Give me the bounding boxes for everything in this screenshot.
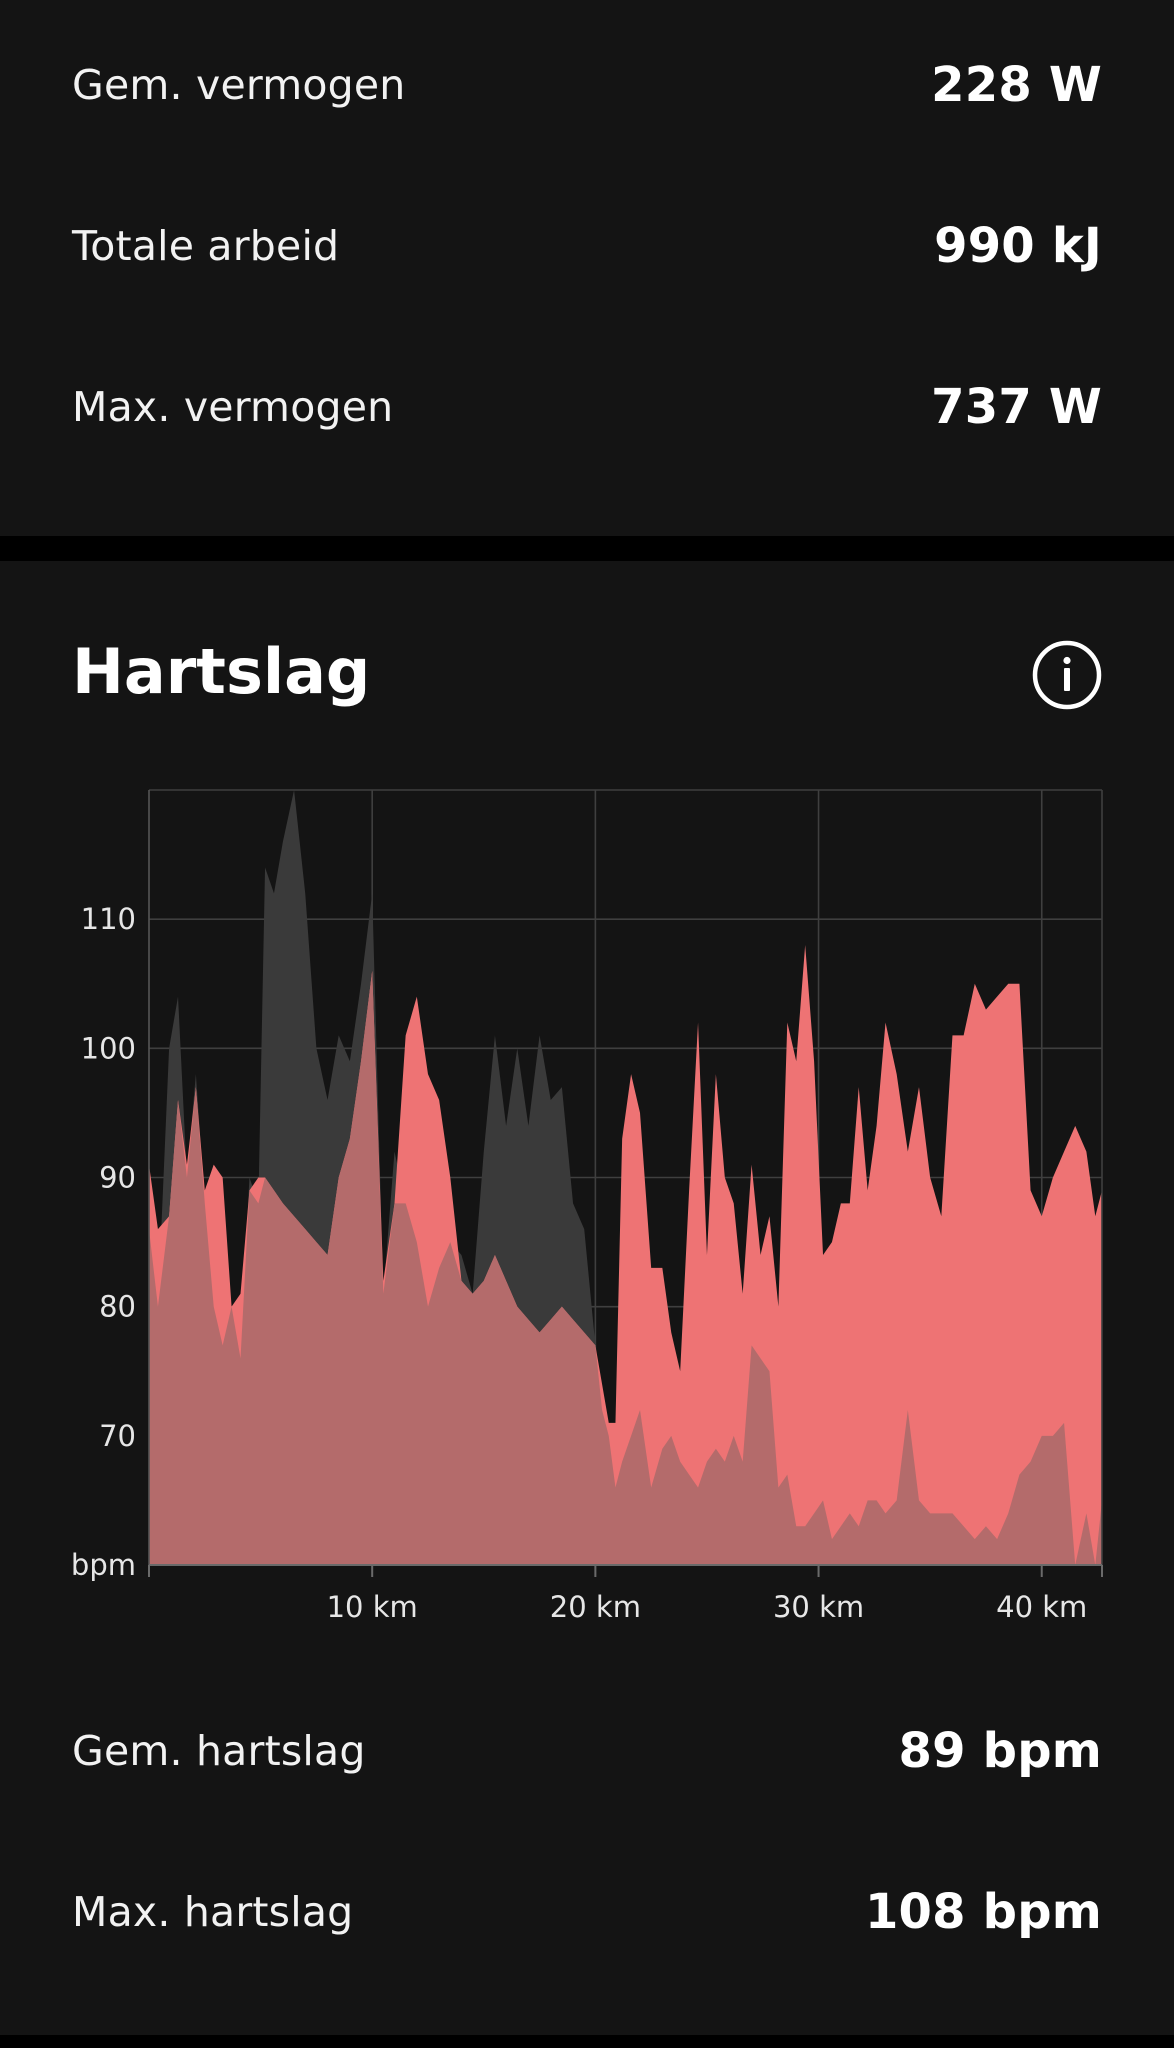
heart-rate-section: Hartslag bpm 70 80 90 100 110 10 km 20 km 30 km… — [0, 561, 1174, 2035]
x-axis-ticks: 10 km 20 km 30 km 40 km — [148, 1565, 1103, 1624]
avg-hr-row: Gem. hartslag 89 bpm — [72, 1721, 1102, 1781]
max-hr-label: Max. hartslag — [72, 1888, 354, 1936]
y-tick-label: bpm — [71, 1548, 136, 1582]
x-tick-label: 40 km — [996, 1590, 1087, 1624]
total-work-value: 990 kJ — [934, 218, 1102, 274]
x-tick-label: 10 km — [327, 1590, 418, 1624]
chart-frame — [148, 789, 1103, 1566]
y-axis-ticks: bpm 70 80 90 100 110 — [71, 902, 136, 1582]
heart-rate-chart: bpm 70 80 90 100 110 10 km 20 km 30 km 40 km — [71, 789, 1103, 1624]
overlap-area — [149, 970, 1102, 1565]
y-tick-label: 70 — [99, 1419, 136, 1453]
avg-hr-label: Gem. hartslag — [72, 1727, 366, 1775]
avg-power-value: 228 W — [931, 57, 1102, 113]
max-power-label: Max. vermogen — [72, 383, 394, 431]
y-tick-label: 80 — [99, 1290, 136, 1324]
info-icon[interactable] — [1032, 640, 1102, 710]
max-hr-value: 108 bpm — [864, 1884, 1102, 1940]
section-title: Hartslag — [72, 635, 371, 708]
max-power-value: 737 W — [931, 379, 1102, 435]
total-work-label: Totale arbeid — [72, 222, 340, 270]
y-tick-label: 90 — [99, 1161, 136, 1195]
x-tick-label: 30 km — [773, 1590, 864, 1624]
max-hr-row: Max. hartslag 108 bpm — [72, 1882, 1102, 1942]
y-tick-label: 110 — [81, 902, 136, 936]
avg-hr-value: 89 bpm — [898, 1723, 1102, 1779]
avg-power-label: Gem. vermogen — [72, 61, 406, 109]
max-power-row: Max. vermogen 737 W — [72, 377, 1102, 437]
avg-power-row: Gem. vermogen 228 W — [72, 55, 1102, 115]
total-work-row: Totale arbeid 990 kJ — [72, 216, 1102, 276]
x-tick-label: 20 km — [550, 1590, 641, 1624]
power-stats-section: Gem. vermogen 228 W Totale arbeid 990 kJ… — [0, 0, 1174, 536]
y-tick-label: 100 — [81, 1031, 136, 1065]
